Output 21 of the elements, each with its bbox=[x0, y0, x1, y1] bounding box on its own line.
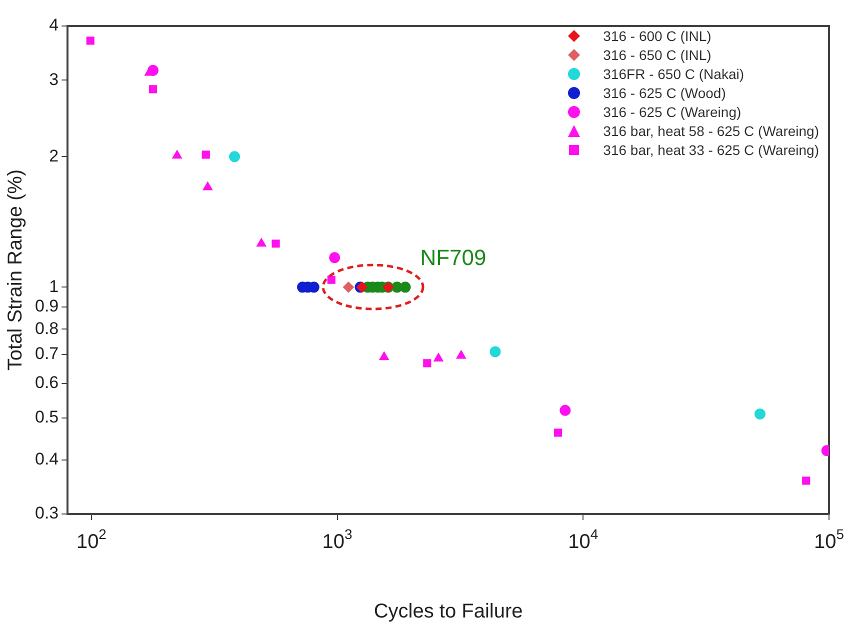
y-tick-label: 2 bbox=[49, 146, 59, 166]
y-tick-label: 4 bbox=[49, 16, 59, 35]
y-tick-label: 3 bbox=[49, 70, 59, 89]
legend-label: 316 bar, heat 58 - 625 C (Wareing) bbox=[603, 122, 819, 138]
y-tick-label: 0.9 bbox=[34, 296, 59, 316]
x-axis-title: Cycles to Failure bbox=[374, 600, 523, 623]
legend-label: 316 - 625 C (Wareing) bbox=[603, 104, 742, 120]
y-tick-label: 0.5 bbox=[34, 407, 59, 426]
legend-label: 316 - 625 C (Wood) bbox=[603, 84, 726, 100]
legend-label: 316 - 600 C (INL) bbox=[603, 28, 712, 44]
y-tick-label: 0.8 bbox=[34, 318, 59, 338]
y-tick-label: 0.3 bbox=[34, 504, 59, 523]
legend-label: 316 bar, heat 33 - 625 C (Wareing) bbox=[603, 142, 819, 158]
y-tick-label: 0.7 bbox=[34, 344, 59, 364]
y-tick-label: 0.6 bbox=[34, 373, 59, 392]
legend-label: 316FR - 650 C (Nakai) bbox=[603, 66, 744, 82]
y-axis-title: Total Strain Range (%) bbox=[4, 169, 27, 371]
legend-label: 316 - 650 C (INL) bbox=[603, 46, 712, 62]
y-tick-label: 0.4 bbox=[34, 449, 59, 468]
y-tick-label: 1 bbox=[49, 276, 59, 296]
annotation: NF709 bbox=[420, 245, 486, 270]
